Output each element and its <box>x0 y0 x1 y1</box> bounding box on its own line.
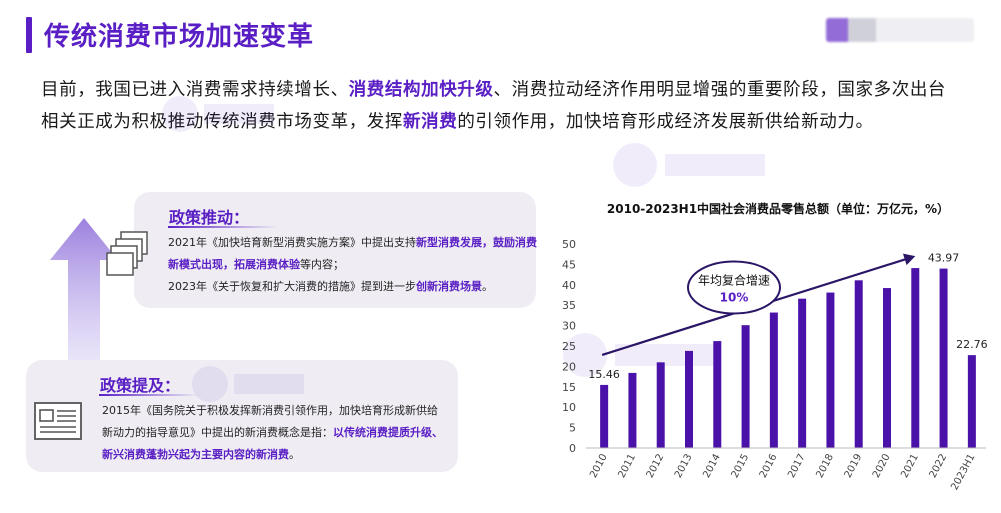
y-tick-label: 0 <box>569 442 576 455</box>
policy-mention-tail: 。 <box>289 448 300 461</box>
policy-push-line-2023: 2023年《关于恢复和扩大消费的措施》提到进一步创新消费场景。 <box>168 276 538 298</box>
y-tick-label: 35 <box>562 299 576 312</box>
policy-push-2021-tail: 等内容； <box>300 258 344 271</box>
policy-push-line-2021: 2021年《加快培育新型消费实施方案》中提出支持新型消费发展，鼓励消费新模式出现… <box>168 232 538 276</box>
x-tick-label: 2011 <box>616 452 638 480</box>
title-accent-bar <box>26 17 32 53</box>
y-tick-label: 50 <box>562 238 576 251</box>
bar <box>854 280 863 448</box>
policy-push-2021-highlight-a: 新型消费发展 <box>416 236 482 249</box>
intro-paragraph: 目前，我国已进入消费需求持续增长、消费结构加快升级、消费拉动经济作用明显增强的重… <box>41 74 961 138</box>
bar <box>939 268 948 448</box>
x-tick-label: 2016 <box>758 452 780 480</box>
bar-value-label: 22.76 <box>956 338 988 351</box>
watermark-mark <box>613 143 765 187</box>
chart-title: 2010-2023H1中国社会消费品零售总额（单位：万亿元，%） <box>607 201 949 216</box>
bar-value-label: 15.46 <box>588 368 620 381</box>
y-tick-label: 20 <box>562 360 576 373</box>
bar <box>769 312 778 448</box>
bar <box>656 362 665 448</box>
policy-push-text: 2021年《加快培育新型消费实施方案》中提出支持新型消费发展，鼓励消费新模式出现… <box>168 232 538 298</box>
x-tick-label: 2010 <box>588 452 610 480</box>
y-tick-label: 40 <box>562 279 576 292</box>
bar <box>911 268 920 448</box>
x-tick-label: 2019 <box>843 452 865 480</box>
intro-highlight-1: 消费结构加快升级 <box>348 80 494 100</box>
policy-mention-body: 2015年《国务院关于积极发挥新消费引领作用，加快培育形成新供给新动力的指导意见… <box>102 404 438 439</box>
intro-text-2: 、消费拉动经济作用明显增强的重要阶段，国家多次出台相关正成为积极推动传统消费市场… <box>41 80 947 132</box>
bar <box>600 384 609 448</box>
x-tick-label: 2014 <box>701 452 723 480</box>
intro-text-1: 目前，我国已进入消费需求持续增长、 <box>41 80 349 100</box>
x-tick-label: 2020 <box>871 452 893 480</box>
y-tick-label: 15 <box>562 381 576 394</box>
policy-push-card: 政策推动： 2021年《加快培育新型消费实施方案》中提出支持新型消费发展，鼓励消… <box>134 192 538 308</box>
heading-underline <box>168 226 278 228</box>
y-tick-label: 45 <box>562 258 576 271</box>
y-tick-label: 10 <box>562 401 576 414</box>
bar <box>741 325 750 448</box>
brand-logo <box>826 18 974 42</box>
bar-series: 15.46 43.97 22.76 <box>588 252 988 448</box>
bar <box>826 292 835 448</box>
bar <box>798 298 807 448</box>
y-tick-label: 25 <box>562 340 576 353</box>
intro-text-3: 的引领作用，加快培育形成经济发展新供给新动力。 <box>457 112 874 132</box>
bar-value-label: 43.97 <box>928 252 960 265</box>
bar <box>967 355 976 448</box>
y-tick-label: 5 <box>569 422 576 435</box>
documents-icon <box>106 231 148 276</box>
bar <box>883 288 891 448</box>
policy-push-2023-text: 2023年《关于恢复和扩大消费的措施》提到进一步 <box>168 280 416 293</box>
policy-mention-heading: 政策提及： <box>100 376 181 395</box>
policy-push-2021-comma: ， <box>482 236 493 249</box>
chart-canvas: 2010-2023H1中国社会消费品零售总额（单位：万亿元，%） 0 5 10 15 2… <box>562 201 988 492</box>
newspaper-icon <box>34 402 82 440</box>
y-axis: 0 5 10 15 20 25 30 35 40 45 50 <box>562 238 576 455</box>
x-tick-label: 2021 <box>899 452 921 480</box>
policy-mention-card: 政策提及： 2015年《国务院关于积极发挥新消费引领作用，加快培育形成新供给新动… <box>26 360 458 472</box>
heading-underline <box>99 394 199 396</box>
policy-mention-text: 2015年《国务院关于积极发挥新消费引领作用，加快培育形成新供给新动力的指导意见… <box>102 400 447 466</box>
intro-highlight-2: 新消费 <box>403 112 458 132</box>
retail-sales-chart: 2010-2023H1中国社会消费品零售总额（单位：万亿元，%） 0 5 10 15 2… <box>556 186 996 508</box>
trend-arrow-head <box>902 253 916 266</box>
growth-oval <box>687 260 781 315</box>
policy-push-2021-highlight-b: 鼓励消费新模式出现，拓展消费体验 <box>168 236 537 271</box>
x-tick-label: 2015 <box>730 452 752 480</box>
y-tick-label: 30 <box>562 320 576 333</box>
page-title: 传统消费市场加速变革 <box>44 22 315 52</box>
growth-annotation: 年均复合增速 10% <box>601 253 916 356</box>
up-arrow-icon <box>50 218 118 386</box>
growth-label: 年均复合增速 <box>698 273 770 288</box>
policy-push-2023-tail: 。 <box>482 280 493 293</box>
growth-value: 10% <box>720 291 749 305</box>
x-tick-label: 2023H1 <box>949 452 977 492</box>
bar <box>628 372 637 448</box>
x-tick-label: 2017 <box>786 452 808 480</box>
x-tick-label: 2012 <box>645 452 667 480</box>
policy-push-heading: 政策推动： <box>169 208 250 227</box>
x-axis: 2010 2011 2012 2013 2014 2015 2016 2017 2018 2019… <box>586 447 986 492</box>
policy-push-2021-text: 2021年《加快培育新型消费实施方案》中提出支持 <box>168 236 416 249</box>
x-tick-label: 2013 <box>673 452 695 480</box>
policy-push-2023-highlight: 创新消费场景 <box>416 280 482 293</box>
bar <box>685 350 693 448</box>
x-tick-label: 2022 <box>928 452 950 480</box>
bar <box>713 341 722 448</box>
policy-mention-highlight: 以传统消费提质升级、新兴消费蓬勃兴起为主要内容的新消费 <box>102 426 443 461</box>
x-tick-label: 2018 <box>814 452 836 480</box>
